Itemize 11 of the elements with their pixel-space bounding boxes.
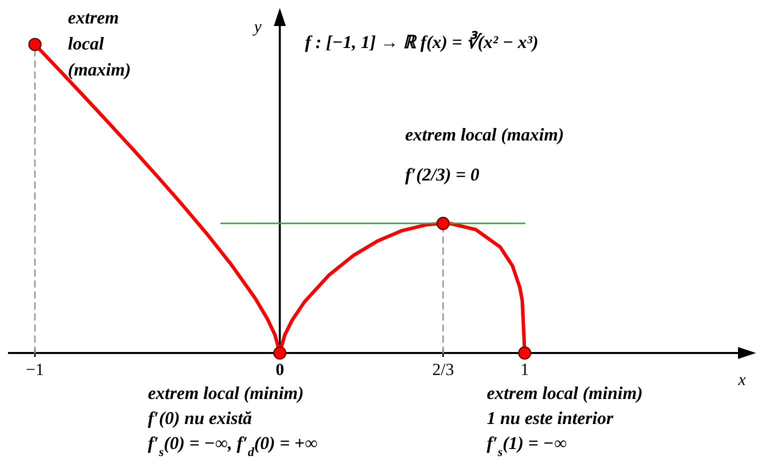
annotation: extrem local (minim) f′(0) nu există f′$_{s}$(0) = −∞, f′$_{d}$(0) = +∞ bbox=[148, 383, 318, 459]
chart-title: f : [−1, 1] → ℝ f(x) = ∛(x² − x³) bbox=[305, 30, 538, 52]
annotation: extrem local (maxim) bbox=[68, 7, 131, 80]
annotation: extrem local (maxim) f′(2/3) = 0 bbox=[405, 124, 564, 184]
x-tick-label: 2/3 bbox=[432, 360, 454, 379]
x-tick-label: 0 bbox=[276, 360, 284, 379]
x-axis-title: x bbox=[737, 370, 746, 389]
x-tick-label: −1 bbox=[26, 360, 44, 379]
x-tick-label: 1 bbox=[520, 360, 529, 379]
y-axis-title: y bbox=[252, 17, 262, 36]
annotation: extrem local (minim) 1 nu este interior f′$_{s}$(1) = −∞ bbox=[486, 383, 643, 459]
